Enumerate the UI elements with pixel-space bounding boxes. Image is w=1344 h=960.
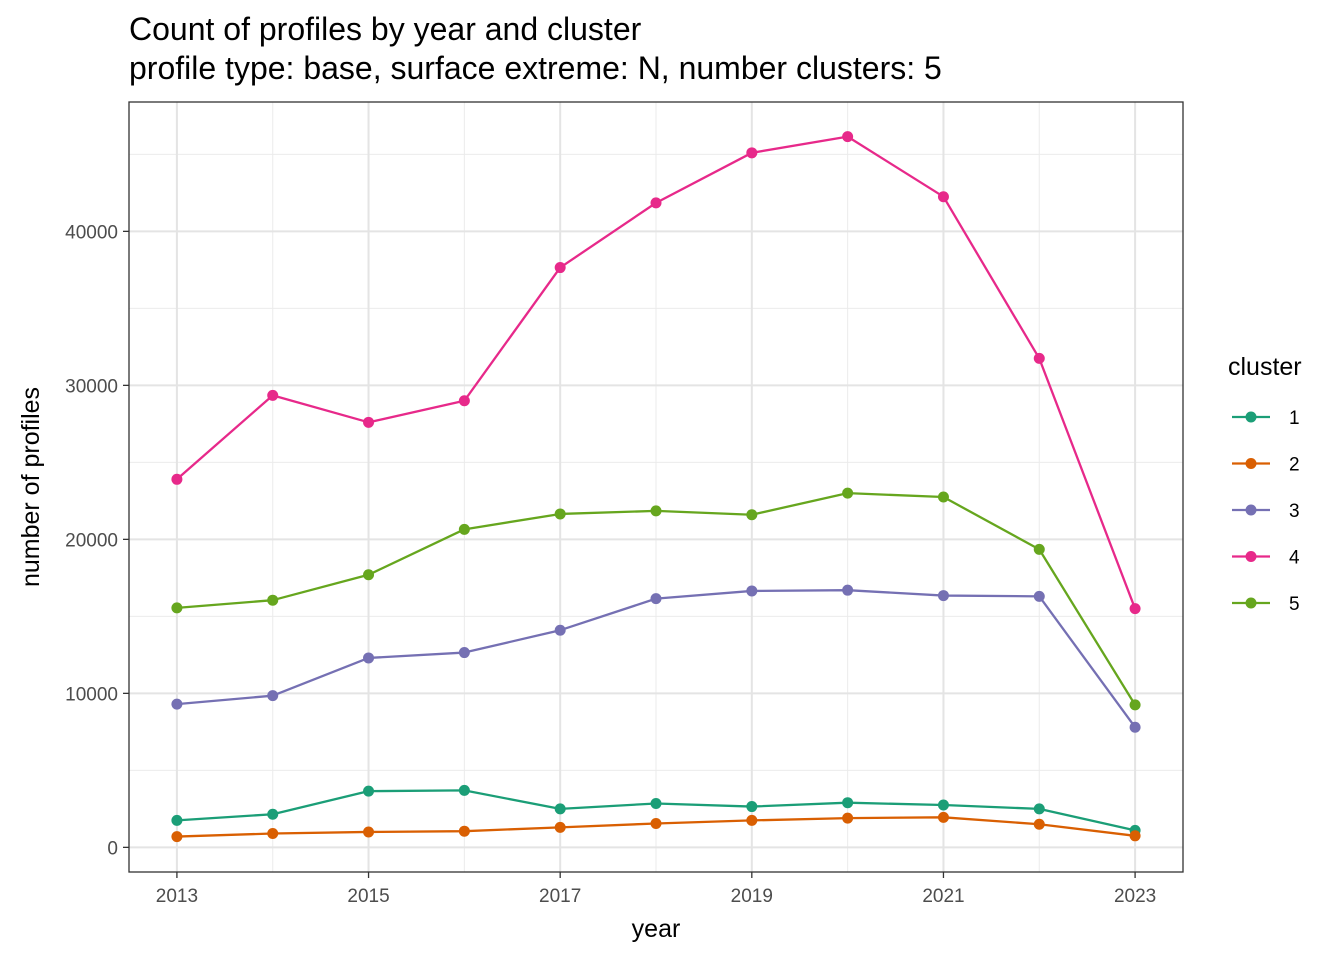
y-tick-label: 10000 [65,684,118,705]
y-tick-label: 40000 [65,222,118,243]
data-point-cluster-1 [458,784,470,796]
legend-label: 3 [1289,501,1300,522]
data-point-cluster-1 [650,797,662,809]
data-point-cluster-4 [554,262,566,274]
data-point-cluster-2 [267,828,279,839]
data-point-cluster-1 [746,801,758,813]
data-point-cluster-4 [363,416,375,428]
data-point-cluster-4 [1033,352,1045,364]
data-point-cluster-5 [842,487,854,499]
data-point-cluster-2 [746,814,758,826]
data-point-cluster-3 [842,584,854,596]
data-point-cluster-5 [937,491,949,503]
data-point-cluster-1 [554,803,566,815]
data-point-cluster-1 [267,808,279,820]
data-point-cluster-5 [650,505,662,517]
data-point-cluster-5 [1033,543,1045,555]
legend-key-point [1245,411,1257,423]
x-tick-label: 2021 [922,886,964,907]
data-point-cluster-4 [1129,603,1141,615]
y-tick-label: 0 [107,838,118,859]
data-point-cluster-2 [554,821,566,833]
data-point-cluster-5 [363,569,375,581]
plot-panel-border [128,101,1184,873]
data-point-cluster-3 [650,593,662,605]
y-tick-label: 30000 [65,376,118,397]
y-tick-label: 20000 [65,530,118,551]
legend-label: 4 [1289,548,1300,569]
x-tick-label: 2023 [1114,886,1156,907]
data-point-cluster-5 [267,594,279,606]
legend-label: 1 [1289,408,1300,429]
data-point-cluster-4 [171,473,183,485]
legend-key-point [1245,458,1257,469]
legend: 1 2 3 4 5 [1232,408,1300,615]
data-point-cluster-3 [1129,721,1141,733]
data-point-cluster-2 [937,811,949,823]
axes: 2013 2015 2017 2019 2021 2023 0 10000 20000 30000… [65,222,1156,907]
data-point-cluster-1 [937,799,949,811]
x-tick-label: 2015 [347,886,389,907]
data-point-cluster-4 [650,197,662,209]
x-tick-label: 2017 [539,886,581,907]
legend-label: 2 [1289,455,1300,476]
series-lines [171,131,1141,843]
data-point-cluster-2 [650,817,662,829]
data-point-cluster-4 [458,395,470,407]
data-point-cluster-2 [363,826,375,838]
data-point-cluster-3 [937,590,949,602]
data-point-cluster-3 [363,652,375,664]
data-point-cluster-1 [1033,803,1045,815]
data-point-cluster-2 [458,825,470,837]
legend-key-point [1245,504,1257,516]
data-point-cluster-3 [1033,590,1045,602]
data-point-cluster-4 [746,147,758,159]
data-point-cluster-5 [458,523,470,535]
data-point-cluster-4 [937,191,949,203]
legend-key-point [1245,551,1257,562]
data-point-cluster-2 [171,831,183,843]
data-point-cluster-1 [363,785,375,797]
data-point-cluster-1 [842,797,854,809]
x-tick-label: 2013 [156,886,198,907]
data-point-cluster-3 [458,647,470,659]
legend-key-point [1245,597,1257,609]
grid-lines [129,102,1183,872]
data-point-cluster-5 [171,602,183,614]
chart-subtitle: profile type: base, surface extreme: N, … [129,50,942,86]
data-point-cluster-4 [267,389,279,401]
chart-title: Count of profiles by year and cluster [129,11,642,47]
data-point-cluster-5 [746,509,758,521]
x-tick-label: 2019 [731,886,773,907]
data-point-cluster-1 [171,814,183,826]
data-point-cluster-3 [267,690,279,702]
data-point-cluster-5 [1129,699,1141,711]
data-point-cluster-2 [1033,818,1045,830]
data-point-cluster-3 [746,585,758,597]
legend-title: cluster [1228,353,1302,381]
data-point-cluster-2 [1129,830,1141,842]
y-axis-title: number of profiles [17,387,45,587]
data-point-cluster-5 [554,508,566,520]
data-point-cluster-4 [842,131,854,143]
data-point-cluster-3 [554,624,566,636]
data-point-cluster-3 [171,698,183,710]
data-point-cluster-2 [842,812,854,824]
legend-label: 5 [1289,594,1300,615]
x-axis-title: year [632,915,681,943]
